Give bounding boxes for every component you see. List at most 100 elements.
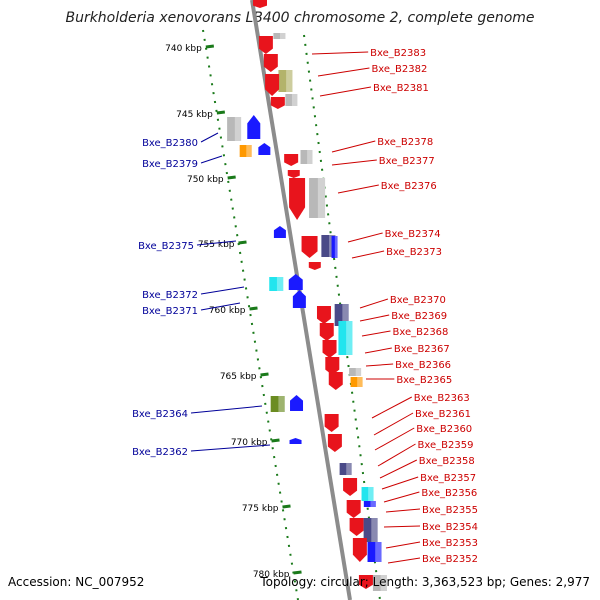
leader-forward <box>383 525 421 528</box>
leader-reverse <box>196 240 237 246</box>
tick-mark <box>293 570 302 575</box>
gene-label-forward: Bxe_B2374 <box>385 229 441 240</box>
gene-label-forward: Bxe_B2352 <box>422 554 478 565</box>
gene-arrow-forward <box>322 340 337 358</box>
gene-block-shade <box>342 304 349 326</box>
gene-arrow-forward <box>358 575 373 589</box>
gene-label-forward: Bxe_B2381 <box>373 83 429 94</box>
gene-label-forward: Bxe_B2368 <box>392 327 448 338</box>
leader-forward <box>347 232 383 243</box>
gene-arrow-forward <box>327 434 342 452</box>
gene-block <box>269 277 284 291</box>
tick-label: 740 kbp <box>165 44 202 54</box>
gene-arrow-forward <box>308 262 321 270</box>
gene-label-forward: Bxe_B2358 <box>419 456 475 467</box>
gene-block <box>349 368 362 376</box>
gene-label-forward: Bxe_B2373 <box>386 247 442 258</box>
gene-label-reverse: Bxe_B2371 <box>142 306 198 317</box>
gene-labels: Bxe_B2383 Bxe_B2382 Bxe_B2381 Bxe_B2378 Bxe_… <box>132 48 478 565</box>
gene-block-shade <box>307 150 313 164</box>
gene-arrow-forward <box>265 74 280 96</box>
gene-label-forward: Bxe_B2363 <box>414 393 470 404</box>
gene-arrow-forward <box>316 306 331 324</box>
tick-mark <box>282 504 291 509</box>
leader-forward <box>379 459 418 479</box>
gene-block <box>334 304 349 326</box>
gene-arrow-reverse <box>258 143 271 155</box>
gene-label-forward: Bxe_B2360 <box>416 424 472 435</box>
scale-line-outer <box>202 29 299 600</box>
gene-label-reverse: Bxe_B2379 <box>142 159 198 170</box>
accession-text: Accession: NC_007952 <box>8 575 145 589</box>
gene-arrow-forward <box>349 518 364 536</box>
gene-block-shade <box>246 145 252 157</box>
gene-block <box>338 321 353 355</box>
gene-block <box>270 396 285 412</box>
gene-arrow-forward <box>325 357 340 375</box>
leader-forward <box>383 491 420 503</box>
gene-block-shade <box>355 368 362 376</box>
gene-block <box>350 377 363 387</box>
gene-label-forward: Bxe_B2370 <box>390 295 446 306</box>
gene-arrow-forward <box>287 170 300 178</box>
gene-block-shade <box>357 377 363 387</box>
gene-arrow-forward <box>343 478 358 496</box>
gene-label-reverse: Bxe_B2375 <box>138 241 194 252</box>
tick-label: 775 kbp <box>242 504 279 514</box>
tick-label: 750 kbp <box>187 175 224 185</box>
gene-block <box>363 501 376 507</box>
leader-forward <box>364 347 392 354</box>
gene-arrow-forward <box>258 36 273 54</box>
leader-forward <box>371 396 412 419</box>
leader-forward <box>387 557 421 564</box>
tick-mark <box>205 44 215 49</box>
leader-forward <box>373 412 414 436</box>
leader-reverse <box>190 405 263 414</box>
gene-arrow-forward <box>301 236 318 258</box>
gene-block-shade <box>278 396 285 412</box>
leader-forward <box>359 314 390 322</box>
tick-label: 745 kbp <box>176 110 213 120</box>
leader-forward <box>374 427 415 451</box>
gene-label-forward: Bxe_B2357 <box>420 473 476 484</box>
gene-block <box>363 518 378 542</box>
gene-arrow-forward <box>289 178 306 220</box>
tick-label: 770 kbp <box>231 438 268 448</box>
gene-arrow-reverse <box>247 115 261 139</box>
label-leaders <box>190 51 421 564</box>
leader-forward <box>317 67 370 77</box>
scale-ticks: 740 kbp 745 kbp 750 kbp 755 kbp 760 kbp 765 k… <box>165 29 381 600</box>
tick-mark <box>216 110 226 115</box>
gene-label-forward: Bxe_B2376 <box>381 181 437 192</box>
gene-arrow-forward <box>319 323 334 341</box>
gene-arrow-forward <box>270 97 285 109</box>
gene-block-shade <box>276 277 284 291</box>
leader-forward <box>311 51 369 55</box>
gene-block-shade <box>346 463 352 475</box>
leader-reverse <box>190 444 271 452</box>
gene-label-forward: Bxe_B2377 <box>379 156 435 167</box>
leader-reverse <box>200 132 219 143</box>
leader-forward <box>351 250 385 259</box>
gene-block <box>273 33 286 39</box>
tick-mark <box>249 306 258 311</box>
map-title: Burkholderia xenovorans LB400 chromosome… <box>65 10 535 26</box>
gene-arrow-reverse <box>273 226 286 238</box>
gene-label-reverse: Bxe_B2372 <box>142 290 198 301</box>
leader-reverse <box>200 155 223 164</box>
gene-block-shade <box>291 94 298 106</box>
tick-label: 760 kbp <box>209 306 246 316</box>
gene-label-forward: Bxe_B2382 <box>371 64 427 75</box>
gene-label-forward: Bxe_B2353 <box>422 538 478 549</box>
gene-features <box>227 0 387 591</box>
genome-info-text: Topology: circular; Length: 3,363,523 bp… <box>260 575 590 589</box>
gene-arrow-reverse <box>292 290 306 308</box>
gene-block <box>300 150 313 164</box>
gene-label-forward: Bxe_B2366 <box>395 360 451 371</box>
gene-arrow-forward <box>352 538 367 562</box>
gene-arrow-forward <box>346 500 361 518</box>
gene-block-shade <box>368 487 374 501</box>
leader-forward <box>385 508 421 513</box>
gene-arrow-reverse <box>290 395 304 411</box>
